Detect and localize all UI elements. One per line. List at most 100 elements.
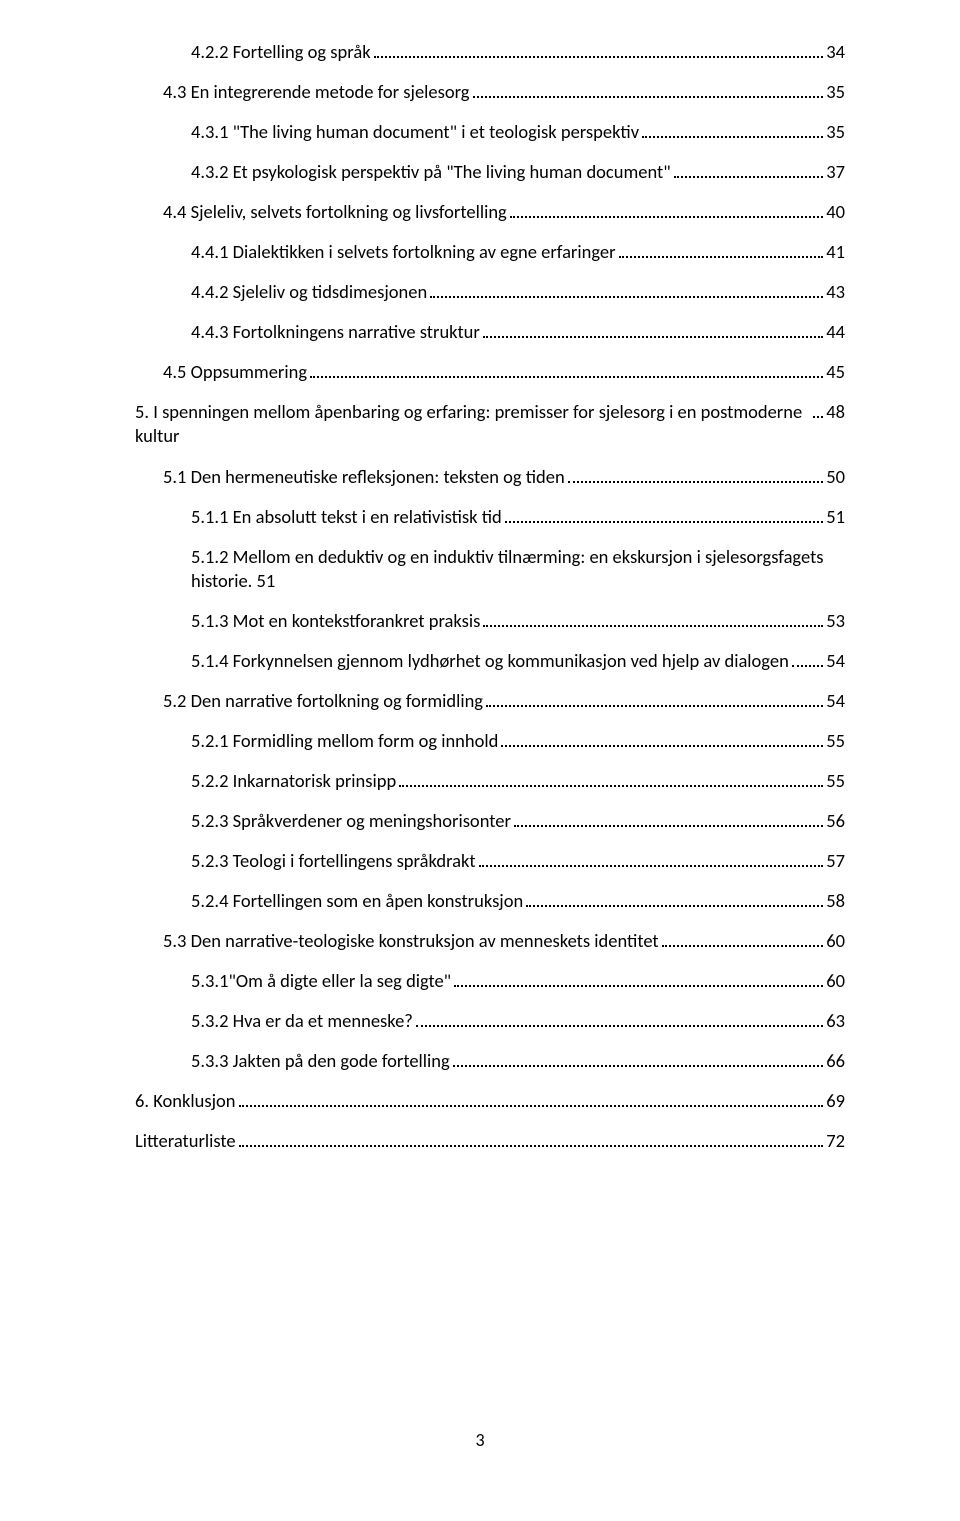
- toc-dot-leader: [453, 1065, 824, 1067]
- toc-page: 56: [826, 809, 845, 833]
- toc-title: 5.2 Den narrative fortolkning og formidl…: [163, 689, 483, 713]
- toc-dot-leader: [568, 481, 824, 483]
- toc-title: 5.2.4 Fortellingen som en åpen konstruks…: [191, 889, 523, 913]
- toc-dot-leader: [526, 905, 823, 907]
- toc-entry: 4.3.1 "The living human document" i et t…: [135, 120, 845, 144]
- toc-dot-leader: [479, 865, 824, 867]
- toc-dot-leader: [483, 336, 823, 338]
- toc-dot-leader: [416, 1025, 823, 1027]
- toc-title: 4.4.2 Sjeleliv og tidsdimesjonen: [191, 280, 427, 304]
- toc-dot-leader: [454, 985, 823, 987]
- toc-title: 5.1 Den hermeneutiske refleksjonen: teks…: [163, 465, 565, 489]
- toc-entry: 5.2.3 Språkverdener og meningshorisonter…: [135, 809, 845, 833]
- toc-entry: 5.3.2 Hva er da et menneske? 63: [135, 1009, 845, 1033]
- toc-entry: 5.1.3 Mot en kontekstforankret praksis 5…: [135, 609, 845, 633]
- toc-dot-leader: [510, 216, 823, 218]
- toc-page: 41: [826, 240, 845, 264]
- toc-title: 4.3 En integrerende metode for sjelesorg: [163, 80, 470, 104]
- toc-title: Litteraturliste: [135, 1129, 236, 1153]
- toc-entry: 4.4.3 Fortolkningens narrative struktur …: [135, 320, 845, 344]
- toc-entry: 4.5 Oppsummering 45: [135, 360, 845, 384]
- toc-page: 60: [826, 929, 845, 953]
- toc-page: 66: [826, 1049, 845, 1073]
- toc-title: 5.1.3 Mot en kontekstforankret praksis: [191, 609, 480, 633]
- toc-dot-leader: [399, 785, 823, 787]
- toc-title: 5.3.1"Om å digte eller la seg digte": [191, 969, 451, 993]
- toc-entry: 5.3.1"Om å digte eller la seg digte" 60: [135, 969, 845, 993]
- toc-title: 5.2.3 Språkverdener og meningshorisonter: [191, 809, 511, 833]
- toc-entry: 4.4.2 Sjeleliv og tidsdimesjonen 43: [135, 280, 845, 304]
- toc-entry: 4.4 Sjeleliv, selvets fortolkning og liv…: [135, 200, 845, 224]
- toc-dot-leader: [662, 945, 824, 947]
- toc-title: 6. Konklusjon: [135, 1089, 236, 1113]
- table-of-contents: 4.2.2 Fortelling og språk 34 4.3 En integ…: [135, 40, 845, 1153]
- toc-dot-leader: [486, 705, 823, 707]
- toc-dot-leader: [374, 56, 824, 58]
- toc-page: 54: [826, 689, 845, 713]
- toc-page: 40: [826, 200, 845, 224]
- toc-page: 58: [826, 889, 845, 913]
- toc-title: 5. I spenningen mellom åpenbaring og erf…: [135, 400, 810, 448]
- toc-entry: 5.1.1 En absolutt tekst i en relativisti…: [135, 505, 845, 529]
- toc-page: 37: [826, 160, 845, 184]
- toc-page: 55: [826, 729, 845, 753]
- toc-dot-leader: [430, 296, 823, 298]
- toc-title: 5.2.1 Formidling mellom form og innhold: [191, 729, 498, 753]
- toc-title: 5.1.1 En absolutt tekst i en relativisti…: [191, 505, 502, 529]
- toc-dot-leader: [501, 745, 823, 747]
- toc-page: 34: [826, 40, 845, 64]
- toc-dot-leader: [674, 176, 824, 178]
- toc-title: 5.2.2 Inkarnatorisk prinsipp: [191, 769, 396, 793]
- toc-dot-leader: [310, 376, 823, 378]
- toc-entry: 4.3 En integrerende metode for sjelesorg…: [135, 80, 845, 104]
- toc-page: 53: [826, 609, 845, 633]
- toc-dot-leader: [483, 625, 823, 627]
- toc-title: 5.1.2 Mellom en deduktiv og en induktiv …: [191, 545, 824, 592]
- page-number: 3: [0, 1429, 960, 1451]
- toc-page: 35: [826, 80, 845, 104]
- toc-entry: 5.2.2 Inkarnatorisk prinsipp 55: [135, 769, 845, 793]
- toc-page: . 51: [248, 569, 276, 592]
- toc-page: 50: [826, 465, 845, 489]
- toc-title: 5.2.3 Teologi i fortellingens språkdrakt: [191, 849, 476, 873]
- toc-entry: 5.1.4 Forkynnelsen gjennom lydhørhet og …: [135, 649, 845, 673]
- toc-title: 4.3.2 Et psykologisk perspektiv på "The …: [191, 160, 671, 184]
- toc-dot-leader: [792, 665, 823, 667]
- toc-dot-leader: [239, 1105, 824, 1107]
- toc-page: 45: [826, 360, 845, 384]
- toc-entry: 5.3 Den narrative-teologiske konstruksjo…: [135, 929, 845, 953]
- toc-entry: Litteraturliste 72: [135, 1129, 845, 1153]
- toc-page: 60: [826, 969, 845, 993]
- toc-title: 4.5 Oppsummering: [163, 360, 307, 384]
- toc-entry: 5.2 Den narrative fortolkning og formidl…: [135, 689, 845, 713]
- toc-title: 4.3.1 "The living human document" i et t…: [191, 120, 639, 144]
- toc-entry: 4.2.2 Fortelling og språk 34: [135, 40, 845, 64]
- toc-page: 48: [826, 400, 845, 424]
- toc-page: 54: [826, 649, 845, 673]
- toc-page: 43: [826, 280, 845, 304]
- toc-title: 5.3.2 Hva er da et menneske?: [191, 1009, 413, 1033]
- toc-page: 55: [826, 769, 845, 793]
- toc-title: 4.4.3 Fortolkningens narrative struktur: [191, 320, 480, 344]
- toc-page: 72: [826, 1129, 845, 1153]
- toc-page: 35: [826, 120, 845, 144]
- toc-page: 63: [826, 1009, 845, 1033]
- toc-dot-leader: [239, 1145, 824, 1147]
- toc-dot-leader: [642, 136, 823, 138]
- toc-title: 5.3 Den narrative-teologiske konstruksjo…: [163, 929, 659, 953]
- toc-title: 5.1.4 Forkynnelsen gjennom lydhørhet og …: [191, 649, 789, 673]
- toc-entry: 5.3.3 Jakten på den gode fortelling 66: [135, 1049, 845, 1073]
- toc-dot-leader: [473, 96, 824, 98]
- toc-entry: 5.2.3 Teologi i fortellingens språkdrakt…: [135, 849, 845, 873]
- toc-entry: 5. I spenningen mellom åpenbaring og erf…: [135, 400, 845, 448]
- toc-dot-leader: [619, 256, 824, 258]
- toc-entry: 5.2.4 Fortellingen som en åpen konstruks…: [135, 889, 845, 913]
- toc-dot-leader: [505, 521, 823, 523]
- toc-entry: 5.1.2 Mellom en deduktiv og en induktiv …: [135, 545, 845, 593]
- toc-title: 4.2.2 Fortelling og språk: [191, 40, 371, 64]
- toc-entry: 5.2.1 Formidling mellom form og innhold …: [135, 729, 845, 753]
- toc-page: 57: [826, 849, 845, 873]
- toc-entry: 5.1 Den hermeneutiske refleksjonen: teks…: [135, 465, 845, 489]
- toc-title: 5.3.3 Jakten på den gode fortelling: [191, 1049, 450, 1073]
- toc-dot-leader: [514, 825, 823, 827]
